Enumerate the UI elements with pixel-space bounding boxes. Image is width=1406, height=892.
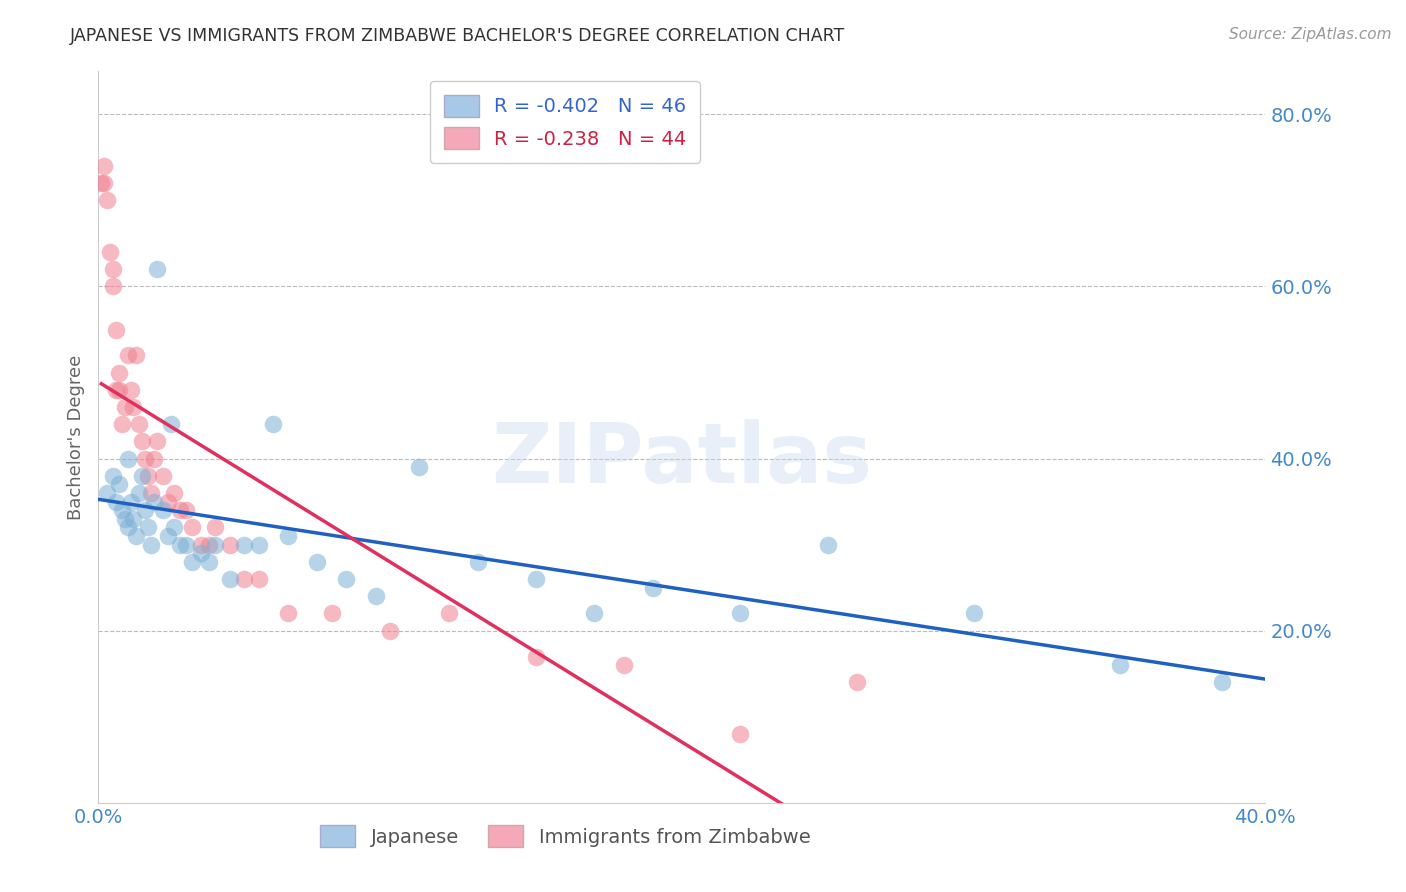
Point xyxy=(146,262,169,277)
Point xyxy=(93,159,115,173)
Point xyxy=(101,262,124,277)
Point xyxy=(128,486,150,500)
Point xyxy=(233,538,256,552)
Point xyxy=(163,486,186,500)
Point xyxy=(117,520,139,534)
Point xyxy=(108,383,131,397)
Point xyxy=(524,649,547,664)
Point xyxy=(730,607,752,621)
Point xyxy=(120,494,142,508)
Point xyxy=(163,520,186,534)
Point xyxy=(134,451,156,466)
Point xyxy=(104,494,127,508)
Point xyxy=(204,520,226,534)
Point xyxy=(98,245,121,260)
Point xyxy=(142,494,165,508)
Point xyxy=(277,529,299,543)
Point xyxy=(169,538,191,552)
Point xyxy=(104,322,127,336)
Point xyxy=(218,538,240,552)
Point xyxy=(524,572,547,586)
Y-axis label: Bachelor's Degree: Bachelor's Degree xyxy=(66,354,84,520)
Point xyxy=(96,486,118,500)
Point xyxy=(190,546,212,560)
Point xyxy=(962,607,984,621)
Point xyxy=(120,383,142,397)
Point xyxy=(136,520,159,534)
Point xyxy=(146,434,169,449)
Legend: Japanese, Immigrants from Zimbabwe: Japanese, Immigrants from Zimbabwe xyxy=(312,817,818,855)
Point xyxy=(262,417,284,432)
Text: ZIPatlas: ZIPatlas xyxy=(492,418,872,500)
Point xyxy=(136,468,159,483)
Point xyxy=(96,194,118,208)
Point xyxy=(108,366,131,380)
Point xyxy=(180,555,202,569)
Point xyxy=(180,520,202,534)
Point xyxy=(198,555,221,569)
Point xyxy=(364,589,387,603)
Point xyxy=(114,400,136,414)
Point xyxy=(134,503,156,517)
Point xyxy=(111,503,134,517)
Point xyxy=(817,538,839,552)
Point xyxy=(125,529,148,543)
Point xyxy=(117,451,139,466)
Point xyxy=(111,417,134,432)
Point xyxy=(198,538,221,552)
Point xyxy=(169,503,191,517)
Point xyxy=(1108,658,1130,673)
Point xyxy=(218,572,240,586)
Point xyxy=(408,460,430,475)
Point xyxy=(846,675,869,690)
Point xyxy=(152,503,174,517)
Point xyxy=(114,512,136,526)
Point xyxy=(122,400,145,414)
Point xyxy=(101,468,124,483)
Point xyxy=(122,512,145,526)
Point xyxy=(583,607,606,621)
Point xyxy=(174,503,197,517)
Point xyxy=(277,607,299,621)
Point xyxy=(131,468,153,483)
Point xyxy=(104,383,127,397)
Point xyxy=(152,468,174,483)
Point xyxy=(247,572,270,586)
Point xyxy=(174,538,197,552)
Point xyxy=(247,538,270,552)
Point xyxy=(1211,675,1233,690)
Point xyxy=(204,538,226,552)
Point xyxy=(437,607,460,621)
Point xyxy=(233,572,256,586)
Point xyxy=(307,555,329,569)
Text: JAPANESE VS IMMIGRANTS FROM ZIMBABWE BACHELOR'S DEGREE CORRELATION CHART: JAPANESE VS IMMIGRANTS FROM ZIMBABWE BAC… xyxy=(70,27,845,45)
Point xyxy=(160,417,183,432)
Point xyxy=(117,348,139,362)
Point xyxy=(335,572,357,586)
Point xyxy=(90,176,112,190)
Point xyxy=(139,486,162,500)
Point xyxy=(131,434,153,449)
Point xyxy=(142,451,165,466)
Point xyxy=(190,538,212,552)
Point xyxy=(101,279,124,293)
Point xyxy=(125,348,148,362)
Point xyxy=(93,176,115,190)
Point xyxy=(108,477,131,491)
Point xyxy=(157,494,180,508)
Point xyxy=(380,624,402,638)
Point xyxy=(157,529,180,543)
Point xyxy=(128,417,150,432)
Point xyxy=(321,607,343,621)
Text: Source: ZipAtlas.com: Source: ZipAtlas.com xyxy=(1229,27,1392,42)
Point xyxy=(641,581,664,595)
Point xyxy=(612,658,634,673)
Point xyxy=(467,555,489,569)
Point xyxy=(730,727,752,741)
Point xyxy=(139,538,162,552)
